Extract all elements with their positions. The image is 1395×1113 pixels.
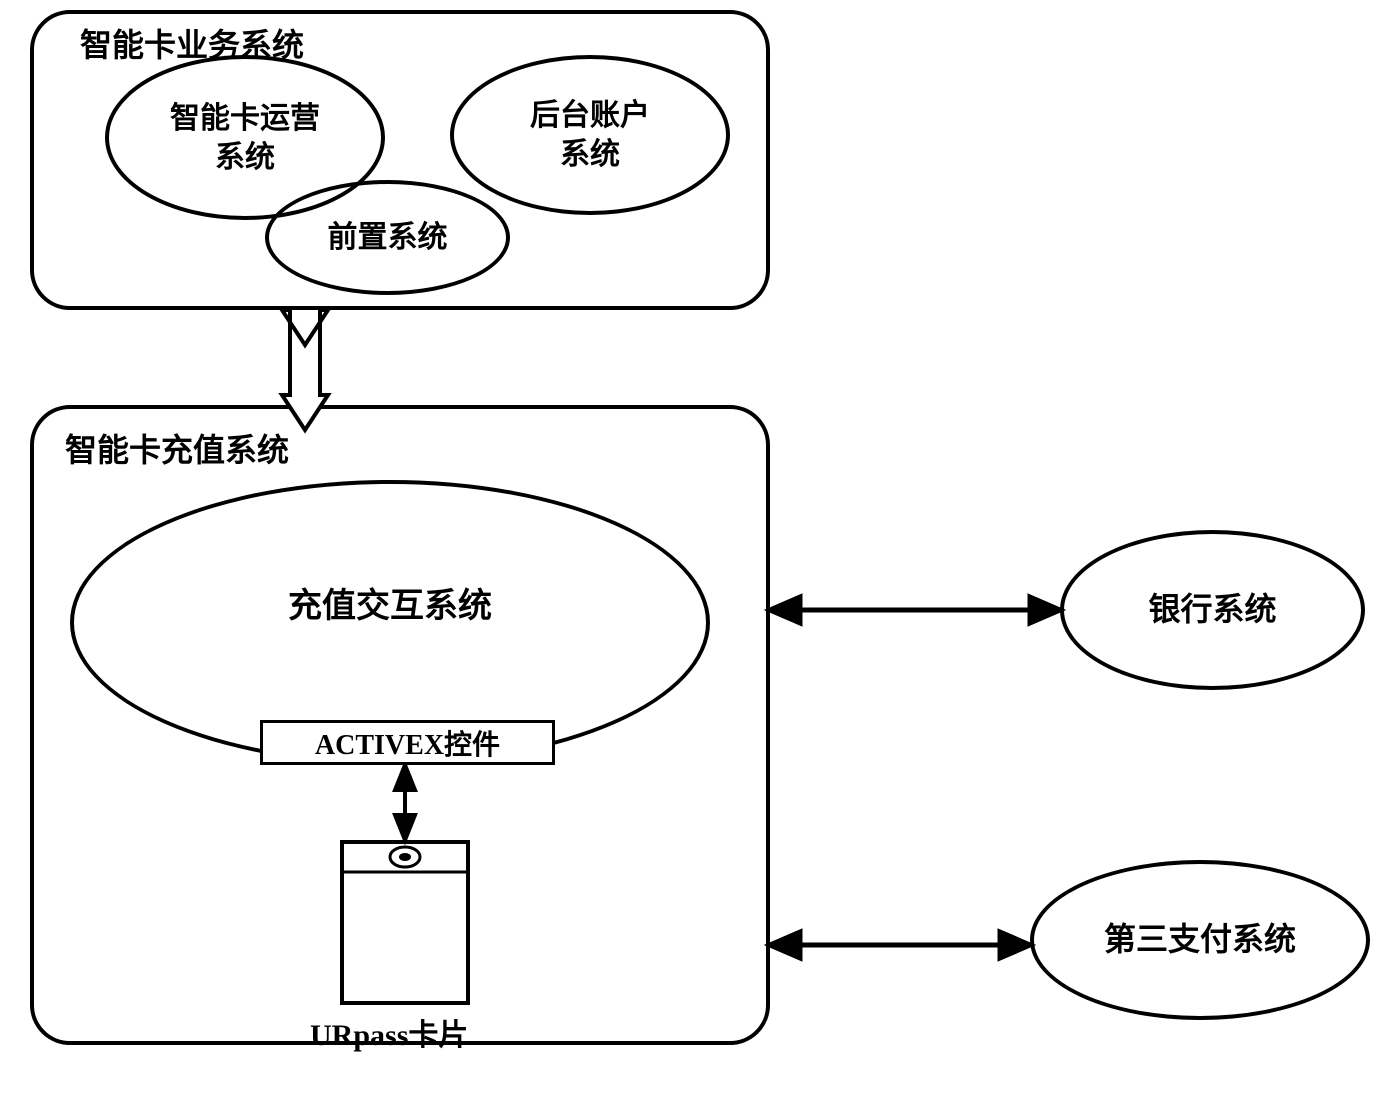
system-diagram: 智能卡业务系统 智能卡运营 系统 后台账户 系统 前置系统 智能卡充值系统 充值…: [0, 0, 1395, 1113]
bank-system-ellipse: 银行系统: [1060, 530, 1365, 690]
bank-arrow: [770, 597, 1060, 623]
backend-account-line1: 后台账户: [530, 99, 650, 132]
urpass-card-label: URpass卡片: [310, 1010, 468, 1054]
smart-card-operation-line2: 系统: [215, 141, 275, 174]
backend-account-line2: 系统: [560, 138, 620, 171]
bank-system-label: 银行系统: [1148, 589, 1276, 631]
third-payment-arrow: [770, 932, 1030, 958]
smart-card-recharge-system-title: 智能卡充值系统: [65, 425, 289, 471]
front-system-label: 前置系统: [328, 218, 448, 257]
backend-account-system-ellipse: 后台账户 系统: [450, 55, 730, 215]
third-payment-label: 第三支付系统: [1104, 919, 1296, 961]
urpass-card-device: [340, 840, 470, 1005]
third-payment-system-ellipse: 第三支付系统: [1030, 860, 1370, 1020]
recharge-interaction-label: 充值交互系统: [288, 585, 492, 629]
activex-label: ACTIVEX控件: [315, 723, 500, 763]
activex-control-box: ACTIVEX控件: [260, 720, 555, 765]
front-system-ellipse: 前置系统: [265, 180, 510, 295]
smart-card-operation-line1: 智能卡运营: [170, 102, 320, 135]
